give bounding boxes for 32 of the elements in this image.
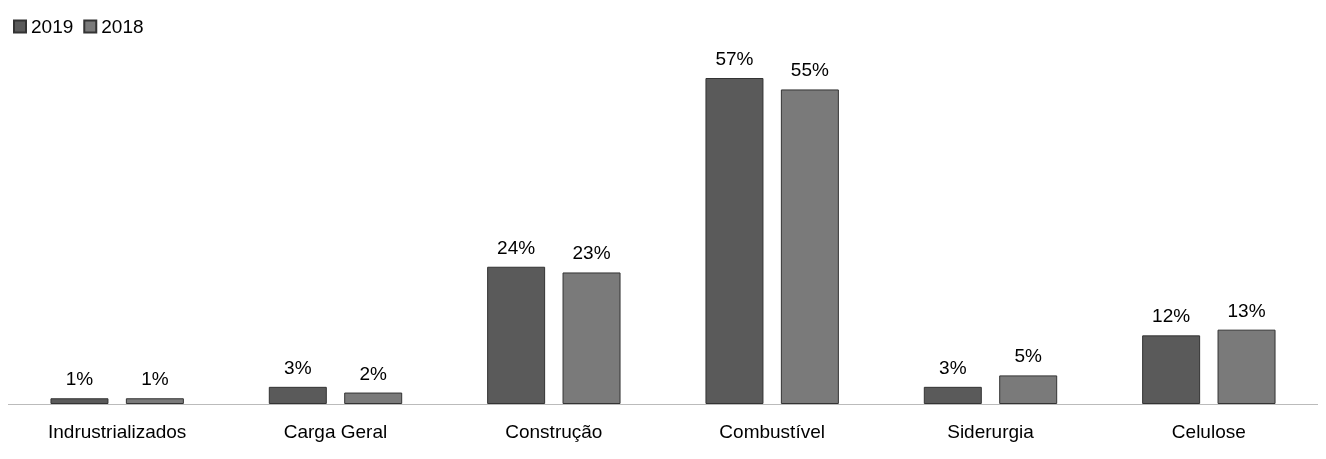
x-tick-label: Combustível bbox=[719, 421, 825, 442]
x-tick-label: Construção bbox=[505, 421, 603, 442]
bar bbox=[999, 375, 1058, 404]
legend-label: 2018 bbox=[101, 16, 144, 37]
data-label: 24% bbox=[497, 236, 536, 258]
x-tick-label: Celulose bbox=[1171, 421, 1246, 442]
data-label: 23% bbox=[572, 242, 611, 264]
bar bbox=[268, 386, 327, 404]
bar bbox=[50, 398, 109, 404]
bar bbox=[780, 89, 839, 404]
data-label: 1% bbox=[65, 368, 94, 390]
bar bbox=[1217, 329, 1276, 404]
data-label: 55% bbox=[790, 59, 829, 81]
bar bbox=[1142, 335, 1201, 404]
bar bbox=[344, 392, 403, 404]
bar bbox=[487, 266, 546, 404]
x-tick-label: Indrustrializados bbox=[47, 421, 187, 442]
bar bbox=[923, 386, 982, 404]
bar bbox=[705, 78, 764, 404]
data-label: 1% bbox=[141, 368, 169, 390]
data-label: 12% bbox=[1152, 305, 1191, 327]
bar bbox=[562, 272, 621, 404]
legend-label: 2019 bbox=[31, 16, 74, 37]
x-tick-label: Carga Geral bbox=[283, 421, 388, 442]
bar bbox=[125, 398, 184, 404]
x-tick-label: Siderurgia bbox=[947, 421, 1035, 442]
data-label: 5% bbox=[1014, 345, 1043, 367]
data-label: 2% bbox=[359, 362, 388, 384]
data-label: 3% bbox=[284, 356, 312, 378]
data-label: 57% bbox=[715, 48, 754, 69]
data-label: 3% bbox=[939, 356, 967, 378]
data-label: 13% bbox=[1227, 299, 1266, 321]
